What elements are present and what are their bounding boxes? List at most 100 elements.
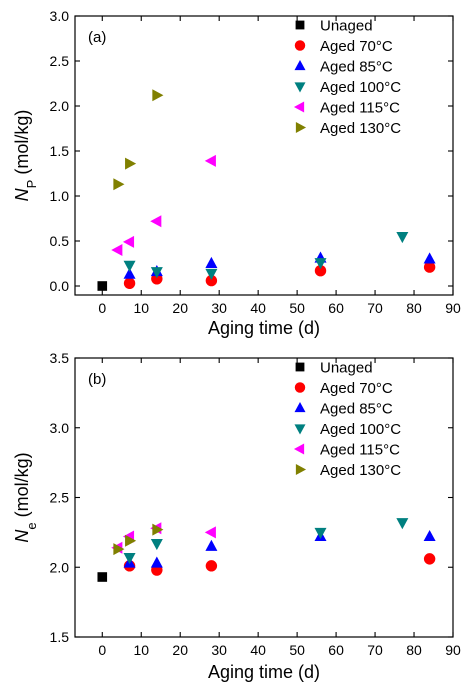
y-tick-label: 3.0 [50,420,70,436]
data-point [423,529,436,542]
legend-label: Aged 85°C [320,59,393,76]
x-tick-label: 70 [367,642,383,658]
x-tick-label: 0 [98,642,106,658]
x-tick-label: 80 [406,300,422,316]
series-aged-130-c [113,523,164,556]
data-point [205,539,218,551]
x-tick-label: 70 [367,300,383,316]
y-tick-label: 3.5 [50,350,70,366]
series-unaged [97,572,108,582]
data-point [113,178,125,191]
legend-label: Unaged [320,18,373,35]
data-point [123,552,136,565]
x-tick-label: 90 [445,642,461,658]
legend-label: Aged 85°C [320,401,393,418]
y-tick-label: 2.0 [50,559,70,575]
x-tick-label: 60 [328,300,344,316]
data-point [125,157,137,170]
data-point [152,523,164,536]
x-tick-label: 40 [250,300,266,316]
legend-marker [293,443,305,455]
legend-marker [294,382,306,393]
data-point [314,527,327,539]
data-point [111,244,123,256]
x-tick-label: 10 [133,300,149,316]
data-point [97,572,108,582]
panel-label: (a) [88,29,106,46]
y-axis-unit: (mol/kg) [12,452,32,522]
legend-marker [295,122,307,133]
x-tick-label: 20 [172,642,188,658]
data-point [396,518,409,530]
x-tick-label: 20 [172,300,188,316]
legend-label: Aged 115°C [320,100,400,117]
series-aged-130-c [113,89,164,191]
data-point [423,261,436,273]
x-tick-label: 90 [445,300,461,316]
y-tick-label: 2.5 [50,53,70,69]
y-tick-label: 0.5 [50,233,70,249]
legend-label: Aged 70°C [320,380,393,397]
data-point [205,256,218,268]
legend-marker [294,59,306,71]
x-tick-label: 30 [211,642,227,658]
data-point [123,260,136,272]
y-axis-symbol: N [12,187,32,201]
y-tick-label: 0.0 [50,278,70,294]
data-point [204,526,216,539]
legend-label: Aged 70°C [320,38,393,55]
legend-label: Unaged [320,360,373,377]
legend-label: Aged 130°C [320,120,401,137]
x-tick-label: 40 [250,642,266,658]
y-tick-label: 1.5 [50,143,70,159]
x-tick-label: 80 [406,642,422,658]
x-tick-label: 60 [328,642,344,658]
y-axis-subscript: e [24,522,39,529]
data-point [204,154,216,167]
x-tick-label: 0 [98,300,106,316]
y-axis-title: Ne (mol/kg) [12,452,39,542]
data-point [113,543,125,556]
data-point [150,215,162,228]
panel-b: 0 10 20 30 40 50 60 70 80 90 1.5 2.0 2.5 3.0 3.5 Aging … [12,350,461,682]
data-point [396,232,409,244]
x-tick-label: 10 [133,642,149,658]
legend-marker [294,40,306,51]
data-point [122,235,135,248]
legend-marker [295,20,305,30]
y-axis-title: NP (mol/kg) [12,110,39,202]
series-aged-100-c [123,232,409,280]
data-point [150,556,163,568]
plot-frame [74,15,454,296]
y-axis-subscript: P [24,180,39,189]
legend-marker [294,424,306,435]
legend-label: Aged 130°C [320,462,401,479]
data-point [123,267,136,279]
data-point [150,267,163,279]
series-aged-85-c [123,251,436,279]
data-point [123,277,136,289]
data-point [150,539,163,551]
y-tick-label: 2.5 [50,490,70,506]
legend-marker [294,82,306,93]
data-point [314,258,327,270]
legend-label: Aged 100°C [320,421,401,438]
panel-a: 0 10 20 30 40 50 60 70 80 90 0.0 0.5 1.0 1.5 2.0 2.5 3.0… [12,8,461,338]
data-point [97,281,108,291]
data-point [205,268,218,280]
y-axis-unit: (mol/kg) [12,110,32,180]
series-aged-70-c [123,553,436,576]
series-aged-85-c [123,529,436,568]
x-tick-label: 50 [289,642,305,658]
data-point [423,553,436,565]
legend-marker [293,101,305,113]
y-tick-label: 2.0 [50,98,70,114]
legend-marker [295,464,307,475]
y-tick-label: 3.0 [50,8,70,24]
panel-label: (b) [88,371,106,388]
plot-frame [74,357,454,638]
series-aged-115-c [111,154,216,256]
series-aged-100-c [123,518,409,565]
series-aged-70-c [123,261,436,289]
